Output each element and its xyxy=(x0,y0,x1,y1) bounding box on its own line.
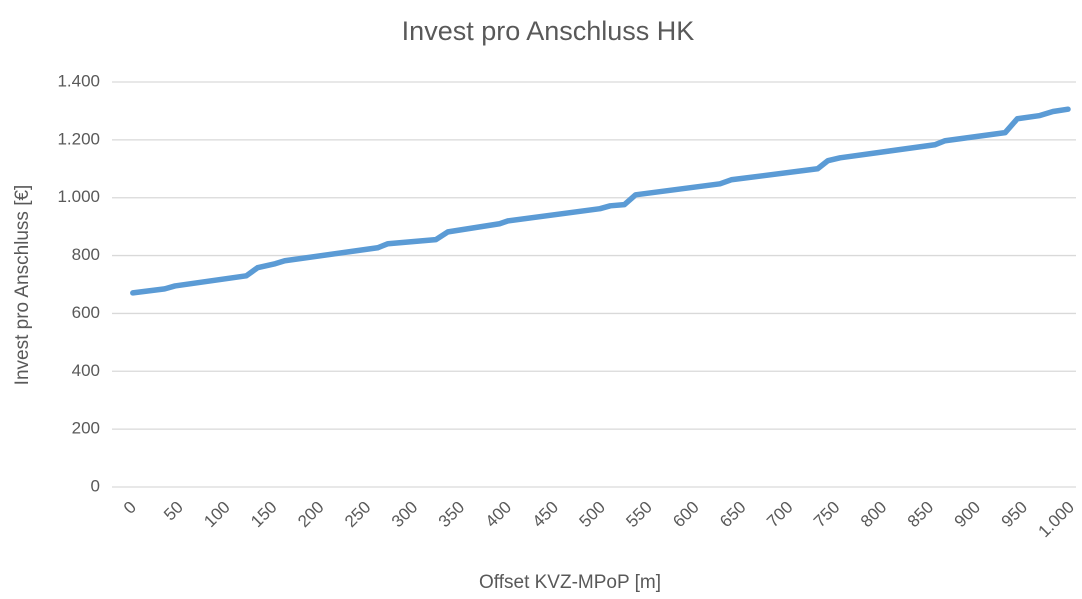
y-tick-label: 0 xyxy=(91,476,100,495)
x-tick-label: 650 xyxy=(716,498,749,531)
y-tick-label: 600 xyxy=(72,303,100,322)
x-tick-label: 0 xyxy=(120,498,140,518)
x-tick-label: 500 xyxy=(576,498,609,531)
y-tick-label: 1.400 xyxy=(57,71,100,90)
chart-title: Invest pro Anschluss HK xyxy=(402,16,695,46)
data-line xyxy=(130,106,1071,296)
x-tick-label: 850 xyxy=(904,498,937,531)
x-tick-label: 800 xyxy=(857,498,890,531)
x-tick-label: 200 xyxy=(294,498,327,531)
x-tick-label: 600 xyxy=(669,498,702,531)
y-tick-label: 200 xyxy=(72,419,100,438)
x-tick-label: 1.000 xyxy=(1034,498,1078,542)
x-tick-label: 350 xyxy=(435,498,468,531)
y-tick-label: 400 xyxy=(72,361,100,380)
x-tick-label: 250 xyxy=(341,498,374,531)
x-tick-label: 50 xyxy=(160,498,187,525)
y-tick-label: 1.200 xyxy=(57,129,100,148)
y-tick-label: 800 xyxy=(72,245,100,264)
y-tick-label: 1.000 xyxy=(57,187,100,206)
x-tick-label: 700 xyxy=(763,498,796,531)
x-tick-label: 450 xyxy=(529,498,562,531)
x-tick-label: 900 xyxy=(951,498,984,531)
x-tick-label: 400 xyxy=(482,498,515,531)
x-tick-label: 750 xyxy=(810,498,843,531)
x-axis-label: Offset KVZ-MPoP [m] xyxy=(479,572,661,593)
y-axis-label: Invest pro Anschluss [€] xyxy=(12,185,33,386)
x-tick-label: 950 xyxy=(998,498,1031,531)
x-tick-label: 100 xyxy=(200,498,233,531)
x-tick-label: 550 xyxy=(622,498,655,531)
x-tick-label: 150 xyxy=(247,498,280,531)
x-tick-label: 300 xyxy=(388,498,421,531)
